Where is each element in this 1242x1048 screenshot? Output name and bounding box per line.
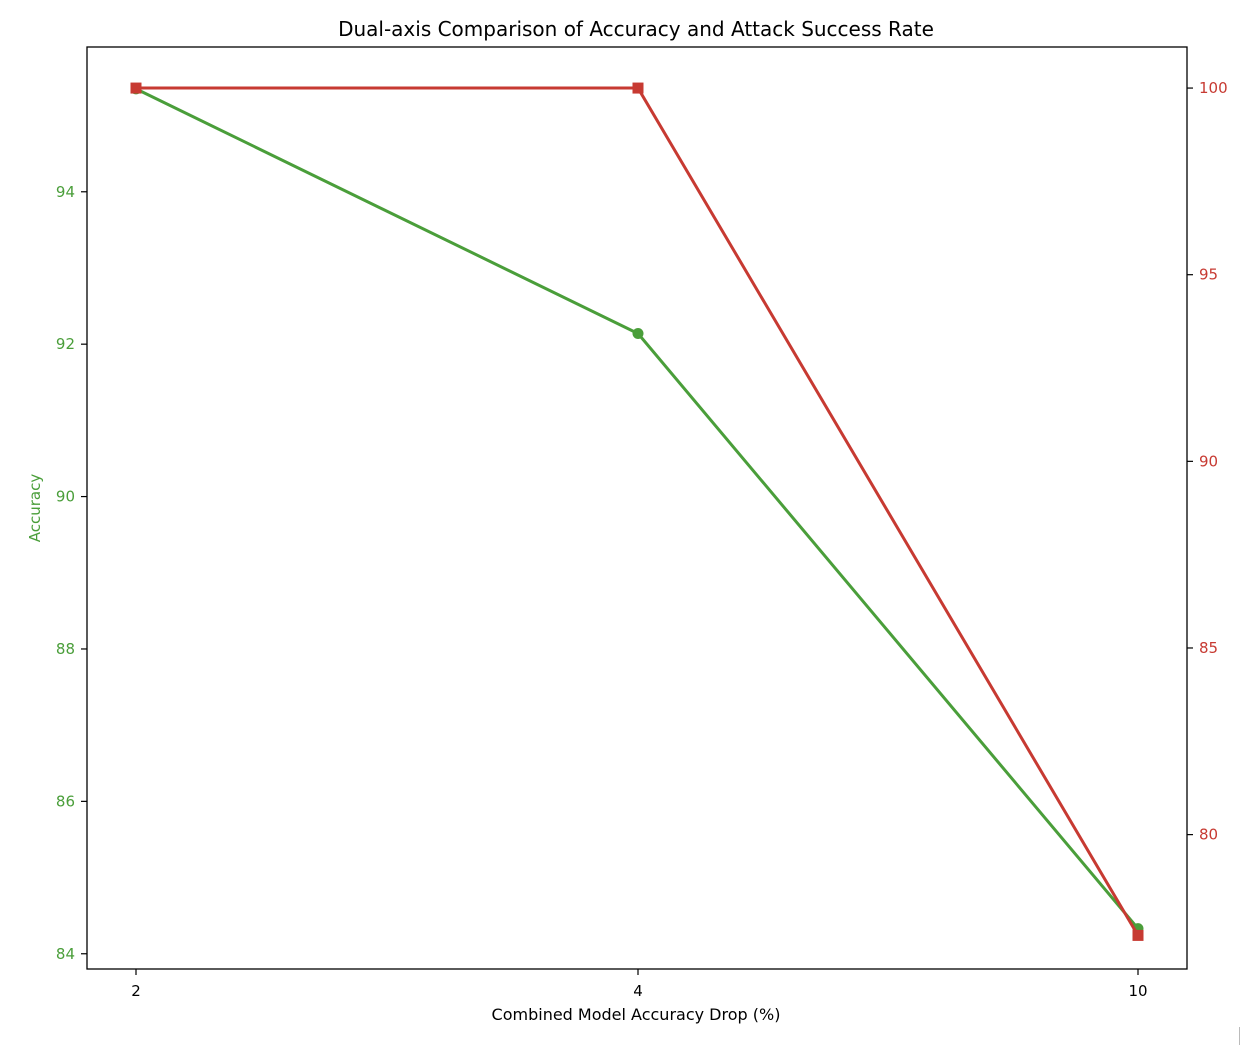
y-left-tick-label: 94	[56, 183, 75, 201]
chart-title: Dual-axis Comparison of Accuracy and Att…	[338, 17, 934, 41]
x-tick-label: 2	[131, 982, 141, 1000]
series-2-point	[130, 82, 142, 94]
x-tick-label: 4	[633, 982, 643, 1000]
series-1-point	[632, 328, 644, 340]
y-axis-left-label: Accuracy	[26, 474, 44, 543]
y-right-tick-label: 80	[1199, 826, 1218, 844]
series-line-1	[135, 87, 1140, 930]
y-left-tick-label: 84	[56, 945, 75, 963]
x-axis-label: Combined Model Accuracy Drop (%)	[492, 1005, 781, 1024]
y-left-tick-label: 86	[56, 792, 75, 810]
text-cursor-mark	[1239, 1027, 1240, 1045]
y-right-tick-label: 100	[1199, 79, 1228, 97]
x-tick-label: 10	[1128, 982, 1147, 1000]
plot-frame	[86, 46, 1188, 970]
y-left-tick-label: 90	[56, 488, 75, 506]
series-line-2	[136, 86, 1140, 937]
y-left-tick-label: 92	[56, 335, 75, 353]
series-layer	[130, 82, 1144, 941]
series-2-point	[1132, 929, 1144, 941]
y-right-tick-label: 85	[1199, 639, 1218, 657]
series-2-point	[632, 82, 644, 94]
y-left-tick-label: 88	[56, 640, 75, 658]
y-right-tick-label: 95	[1199, 266, 1218, 284]
y-right-tick-label: 90	[1199, 452, 1218, 470]
axes-layer: 2 4 10 84 86 88 90 92 94 80 85 90 95 100	[56, 79, 1228, 1000]
